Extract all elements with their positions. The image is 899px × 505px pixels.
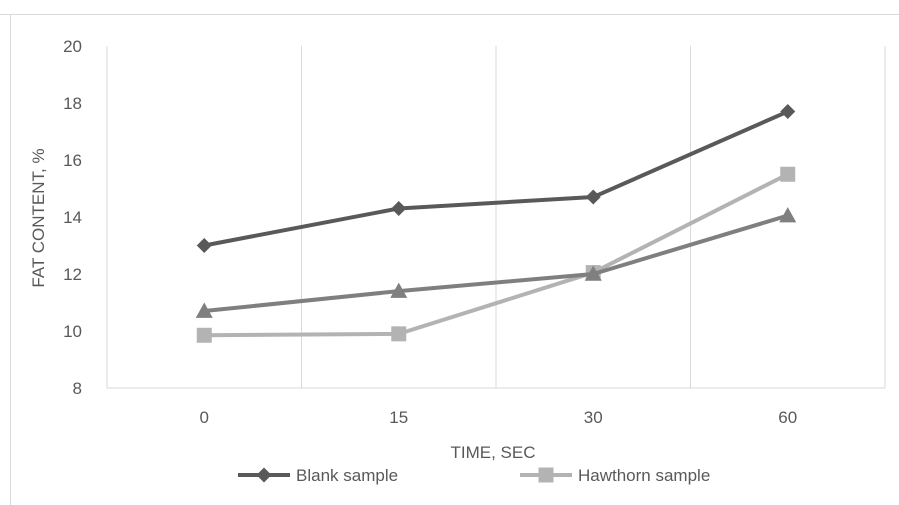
axes: 8 10 12 14 16 18 20 0 15 30 60 — [63, 37, 885, 427]
y-tick-label: 8 — [73, 379, 82, 398]
legend-marker-square — [538, 467, 554, 483]
data-point-diamond — [780, 104, 796, 120]
data-point-diamond — [196, 238, 212, 253]
y-tick-label: 12 — [63, 265, 82, 284]
data-point-triangle — [779, 207, 797, 223]
x-tick-label: 0 — [200, 408, 209, 427]
grid-lines — [106, 46, 886, 388]
chart-frame-left-border — [10, 14, 11, 505]
y-tick-label: 16 — [63, 151, 82, 170]
y-tick-label: 18 — [63, 94, 82, 113]
legend-label: Hawthorn sample — [578, 466, 710, 485]
series-layer — [195, 104, 797, 343]
chart-frame-top-border — [0, 14, 899, 15]
data-point-triangle — [195, 302, 213, 318]
legend: Blank sample Hawthorn sample — [238, 466, 710, 485]
data-point-triangle — [390, 282, 408, 298]
series-line — [204, 213, 789, 314]
y-tick-label: 10 — [63, 322, 82, 341]
x-axis-label: TIME, SEC — [450, 443, 535, 462]
data-point-square — [780, 166, 796, 182]
y-tick-label: 14 — [63, 208, 82, 227]
legend-label: Blank sample — [296, 466, 398, 485]
data-point-diamond — [585, 189, 601, 205]
data-point-diamond — [391, 200, 407, 216]
series-line — [203, 109, 789, 248]
data-point-square — [196, 327, 212, 343]
x-tick-label: 30 — [584, 408, 603, 427]
x-tick-label: 60 — [778, 408, 797, 427]
y-axis-label: FAT CONTENT, % — [29, 148, 48, 287]
data-point-square — [391, 326, 407, 342]
series-line — [204, 172, 789, 338]
y-tick-label: 20 — [63, 37, 82, 56]
data-point-triangle — [584, 265, 602, 281]
x-tick-label: 15 — [389, 408, 408, 427]
legend-marker-diamond — [256, 467, 272, 483]
